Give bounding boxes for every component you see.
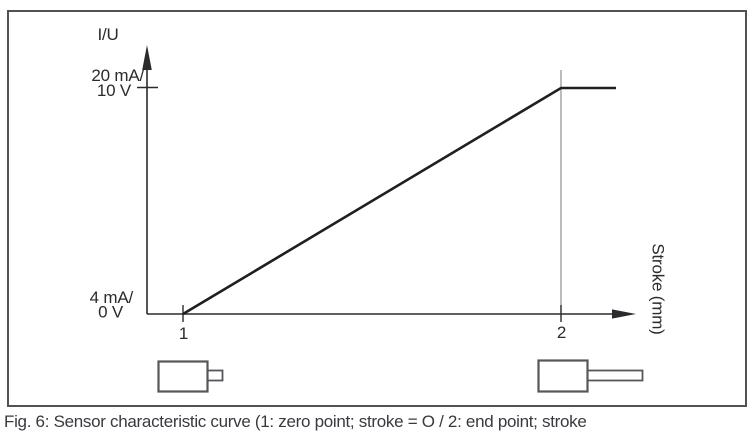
- y-axis-title: I/U: [97, 25, 118, 44]
- x-axis-title: Stroke (mm): [649, 243, 668, 334]
- x-tick-label-1: 1: [179, 324, 188, 343]
- x-tick-label-2: 2: [557, 323, 566, 342]
- figure-caption: Fig. 6: Sensor characteristic curve (1: …: [4, 412, 587, 431]
- diagram-frame: [7, 10, 747, 407]
- y-min-label-line2: 0 V: [98, 303, 124, 322]
- cylinder-retracted-body: [157, 360, 209, 393]
- y-max-label-line2: 10 V: [97, 81, 132, 100]
- characteristic-curve-line: [182, 86, 616, 316]
- cylinder-extended-body: [537, 359, 589, 393]
- cylinder-extended-icon: [537, 359, 644, 393]
- y-max-label-line1: 20 mA/: [91, 66, 144, 85]
- y-min-label-line1: 4 mA/: [90, 288, 134, 307]
- cylinder-retracted-icon: [157, 360, 224, 393]
- cylinder-retracted-stub: [206, 369, 224, 382]
- axes: [137, 45, 636, 322]
- y-axis-arrowhead-icon: [142, 45, 152, 70]
- cylinder-extended-rod: [586, 369, 644, 382]
- x-axis-arrowhead-icon: [612, 309, 636, 319]
- sensor-curve-diagram: I/U 20 mA/ 10 V 4 mA/ 0 V 1 2 Stroke (mm…: [7, 10, 747, 407]
